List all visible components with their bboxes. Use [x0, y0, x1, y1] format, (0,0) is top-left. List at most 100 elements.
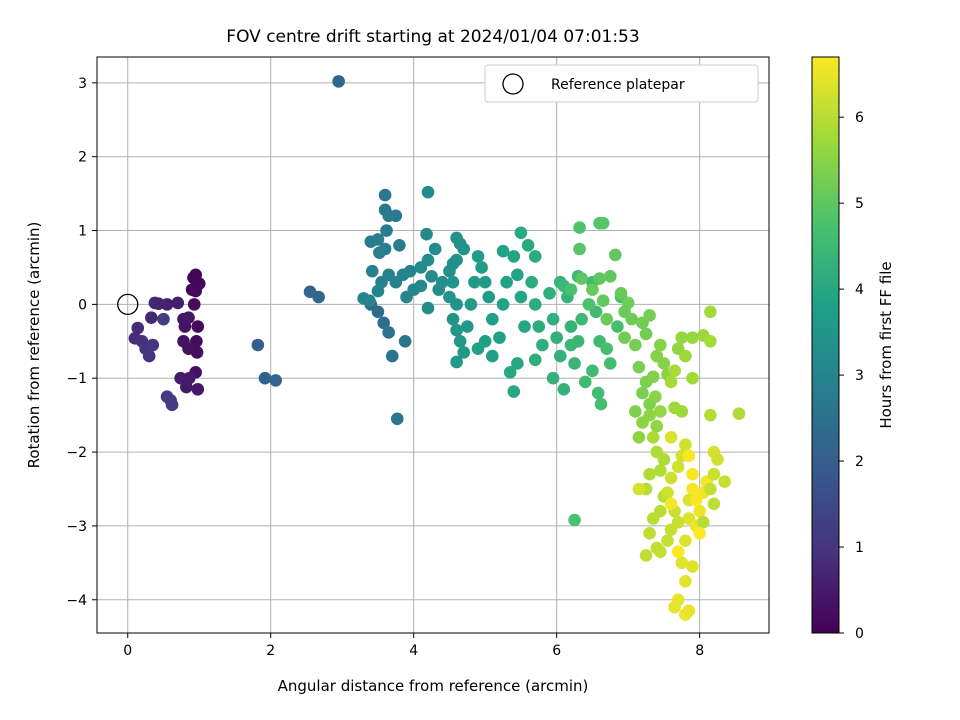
x-tick-label: 2	[266, 643, 275, 659]
reference-marker	[117, 293, 139, 316]
scatter-point	[190, 335, 203, 348]
scatter-point	[661, 486, 674, 499]
plot-frame	[96, 56, 770, 634]
colorbar-label: Hours from first FF file	[877, 261, 895, 428]
scatter-point	[177, 335, 190, 348]
scatter-point	[496, 298, 510, 311]
scatter-point	[664, 375, 678, 389]
scatter-point	[475, 261, 488, 274]
scatter-point	[365, 264, 379, 278]
scatter-point	[586, 364, 599, 378]
scatter-point	[421, 301, 435, 315]
colorbar-gradient	[811, 56, 840, 634]
scatter-point	[450, 298, 463, 311]
scatter-point	[679, 575, 692, 588]
scatter-point	[525, 275, 538, 289]
scatter-point	[704, 305, 717, 319]
scatter-point	[664, 471, 678, 485]
scatter-point	[675, 405, 689, 418]
scatter-point	[471, 342, 485, 355]
scatter-point	[450, 355, 463, 369]
scatter-point	[679, 534, 692, 547]
scatter-point	[603, 270, 617, 283]
scatter-point	[191, 320, 205, 333]
x-tick-label: 6	[552, 643, 561, 659]
y-tick-label: −1	[66, 371, 87, 387]
scatter-point	[145, 311, 158, 324]
scatter-point	[148, 296, 162, 310]
scatter-point	[686, 560, 699, 573]
scatter-point	[686, 331, 699, 344]
scatter-point	[718, 475, 731, 488]
scatter-point	[664, 431, 678, 444]
scatter-point	[377, 316, 390, 330]
scatter-point	[382, 326, 395, 339]
scatter-point	[654, 464, 667, 477]
scatter-point	[686, 371, 699, 385]
scatter-point	[528, 250, 542, 263]
scatter-point	[575, 272, 588, 285]
colorbar-tick-label: 6	[855, 110, 864, 126]
scatter-point	[593, 272, 606, 285]
scatter-point	[636, 386, 649, 400]
scatter-point	[686, 467, 699, 481]
scatter-point	[550, 331, 563, 344]
scatter-point	[371, 233, 385, 246]
scatter-point	[594, 397, 608, 411]
scatter-point	[546, 371, 560, 385]
scatter-point	[675, 331, 689, 344]
scatter-point	[632, 482, 646, 496]
scatter-point	[632, 431, 646, 444]
scatter-point	[142, 349, 156, 363]
scatter-point	[643, 527, 656, 540]
scatter-point	[643, 467, 656, 481]
scatter-point	[389, 209, 403, 223]
scatter-point	[393, 239, 406, 252]
scatter-point	[390, 412, 404, 426]
scatter-point	[174, 371, 187, 385]
scatter-point	[643, 309, 656, 322]
scatter-point	[564, 283, 578, 296]
scatter-point	[428, 242, 442, 256]
scatter-point	[187, 298, 201, 311]
scatter-point	[528, 353, 542, 367]
y-axis-title: Rotation from reference (arcmin)	[25, 222, 43, 469]
scatter-point	[131, 321, 145, 335]
scatter-point	[251, 338, 265, 352]
legend-box	[484, 64, 759, 103]
scatter-point	[611, 320, 624, 333]
scatter-point	[625, 312, 639, 326]
scatter-point	[689, 493, 703, 507]
scatter-point	[632, 360, 646, 374]
scatter-point	[639, 327, 653, 341]
legend: Reference platepar	[484, 64, 759, 103]
scatter-point	[446, 275, 460, 289]
scatter-point	[511, 357, 524, 370]
scatter-point	[420, 227, 433, 241]
y-tick-label: 3	[78, 76, 87, 92]
x-tick-label: 4	[409, 643, 418, 659]
scatter-point	[578, 375, 592, 389]
y-tick-label: 0	[78, 297, 87, 313]
scatter-point	[646, 370, 660, 384]
scatter-point	[654, 338, 667, 352]
colorbar: 0 1 2 3 4 5 6 Hours from first FF file	[811, 56, 895, 642]
colorbar-tick-label: 1	[855, 540, 864, 556]
scatter-point	[696, 515, 710, 529]
scatter-point	[258, 371, 272, 385]
scatter-point	[614, 287, 628, 300]
scatter-point	[514, 290, 528, 304]
scatter-point	[486, 312, 499, 326]
scatter-point	[191, 383, 205, 396]
scatter-point	[668, 364, 681, 378]
scatter-point	[650, 419, 664, 433]
chart-title: FOV centre drift starting at 2024/01/04 …	[226, 27, 639, 47]
scatter-point	[679, 608, 692, 621]
scatter-point	[332, 75, 345, 88]
y-axis: 3 2 1 0 −1 −2 −3 −4	[66, 76, 97, 609]
scatter-point	[704, 408, 717, 422]
y-tick-label: −2	[66, 445, 87, 461]
scatter-point	[536, 338, 549, 352]
scatter-point	[363, 294, 376, 307]
scatter-point	[707, 497, 721, 511]
